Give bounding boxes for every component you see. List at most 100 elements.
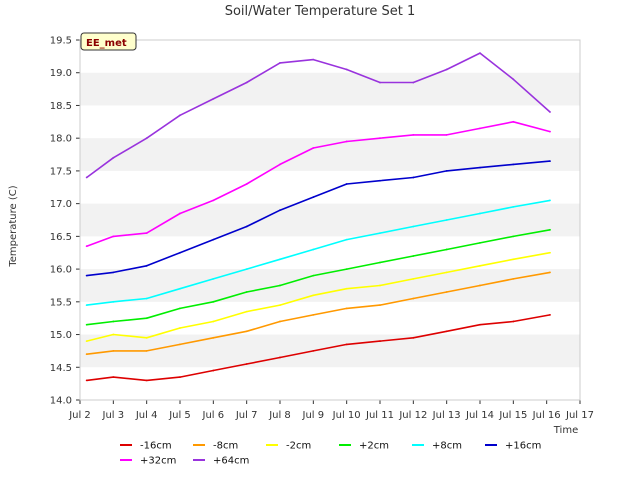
x-tick-label: Jul 15: [498, 410, 527, 421]
y-tick-label: 17.0: [50, 199, 72, 210]
data-point: [412, 134, 415, 136]
legend-label: -8cm: [213, 441, 238, 452]
data-point: [549, 228, 551, 231]
data-point: [479, 264, 481, 267]
data-point: [412, 278, 415, 280]
data-point: [479, 52, 481, 54]
data-point: [212, 278, 215, 280]
y-tick-label: 16.5: [50, 232, 72, 243]
data-point: [345, 68, 348, 71]
data-point: [445, 134, 448, 136]
data-point: [345, 307, 348, 310]
data-point: [445, 219, 448, 221]
data-point: [479, 284, 481, 287]
data-point: [245, 363, 248, 365]
data-point: [379, 261, 381, 264]
data-point: [245, 310, 248, 313]
data-point: [179, 327, 181, 329]
data-point: [549, 111, 551, 113]
data-point: [145, 297, 148, 300]
data-point: [179, 376, 181, 378]
x-tick-label: Jul 10: [332, 410, 361, 421]
data-point: [112, 376, 115, 378]
data-point: [312, 248, 315, 251]
data-point: [479, 242, 481, 244]
data-point: [112, 320, 115, 323]
data-point: [549, 314, 551, 316]
data-point: [145, 264, 148, 267]
x-tick-label: Jul 14: [465, 410, 494, 421]
data-point: [279, 62, 281, 64]
chart-title: Soil/Water Temperature Set 1: [225, 4, 416, 19]
data-point: [212, 320, 215, 323]
data-point: [312, 196, 315, 198]
x-axis: Jul 2 Jul 3 Jul 4 Jul 5 Jul 6 Jul 7 Jul 8 Jul 9…: [68, 400, 594, 421]
data-point: [549, 199, 551, 202]
data-point: [85, 274, 88, 277]
y-axis-title: Temperature (C): [8, 185, 19, 267]
data-point: [112, 333, 115, 336]
data-point: [479, 166, 481, 169]
data-point: [179, 114, 181, 117]
data-point: [379, 137, 381, 140]
legend-label: -2cm: [286, 441, 311, 452]
data-point: [379, 304, 381, 306]
data-point: [145, 317, 148, 320]
y-axis: 14.0 14.5 15.0 15.5 16.0 16.5 17.0 17.5 18.0 18.5…: [50, 36, 80, 407]
x-tick-label: Jul 7: [235, 410, 258, 421]
data-point: [479, 212, 481, 215]
data-point: [345, 343, 348, 346]
plot-background: [80, 40, 580, 400]
grid-band: [80, 334, 580, 368]
x-tick-label: Jul 12: [398, 410, 427, 421]
x-tick-label: Jul 5: [168, 410, 191, 421]
y-tick-label: 19.5: [50, 36, 72, 47]
data-point: [512, 163, 515, 166]
station-badge: EE_met: [80, 32, 137, 51]
x-tick-label: Jul 16: [532, 410, 561, 421]
legend-label: -16cm: [140, 441, 172, 452]
data-point: [512, 206, 515, 208]
x-tick-label: Jul 11: [365, 410, 394, 421]
data-point: [85, 245, 88, 248]
data-point: [445, 170, 448, 172]
data-point: [379, 232, 381, 234]
data-point: [179, 343, 181, 346]
data-point: [445, 68, 448, 71]
data-point: [345, 183, 348, 185]
data-point: [445, 271, 448, 274]
data-point: [549, 271, 551, 274]
data-point: [412, 176, 415, 179]
data-point: [512, 278, 515, 280]
data-point: [512, 78, 515, 81]
y-tick-label: 14.0: [50, 396, 72, 407]
legend: -16cm -8cm -2cm +2cm +8cm +16cm +32cm +64cm: [120, 441, 541, 467]
data-point: [412, 225, 415, 228]
data-point: [212, 369, 215, 372]
y-tick-label: 17.5: [50, 166, 72, 177]
y-tick-label: 15.5: [50, 297, 72, 308]
legend-label: +64cm: [213, 456, 249, 467]
data-point: [112, 235, 115, 238]
y-tick-label: 18.5: [50, 101, 72, 112]
y-tick-label: 15.0: [50, 330, 72, 341]
plot-frame: [79, 39, 581, 401]
data-point: [312, 294, 315, 297]
x-tick-label: Jul 3: [102, 410, 125, 421]
data-point: [412, 336, 415, 339]
data-point: [145, 379, 148, 382]
data-point: [412, 81, 415, 84]
data-point: [312, 147, 315, 149]
data-point: [379, 284, 381, 287]
data-point: [279, 304, 281, 306]
data-point: [112, 350, 115, 352]
station-label: EE_met: [86, 38, 127, 49]
y-tick-label: 14.5: [50, 363, 72, 374]
data-point: [345, 287, 348, 290]
data-point: [279, 284, 281, 287]
data-point: [379, 340, 381, 342]
legend-label: +2cm: [359, 441, 389, 452]
series-lines: [85, 52, 551, 382]
data-point: [85, 379, 88, 382]
grid-band: [80, 203, 580, 237]
